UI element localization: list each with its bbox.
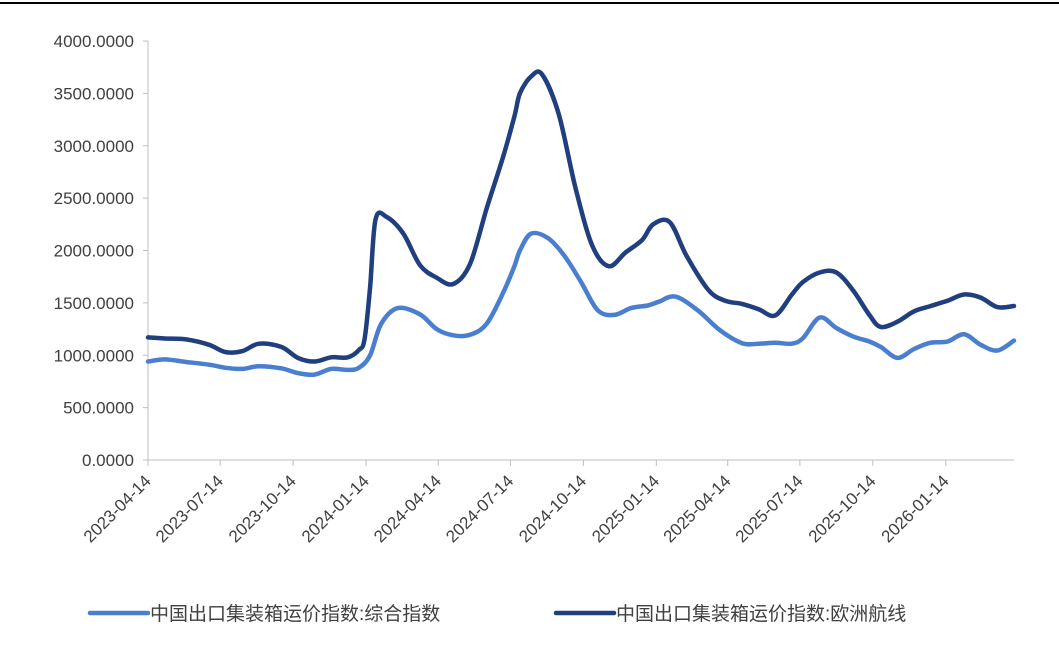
y-tick-label: 500.0000 <box>63 399 134 418</box>
y-tick-label: 4000.0000 <box>54 32 134 51</box>
x-tick-label: 2023-07-14 <box>152 471 227 546</box>
legend-label: 中国出口集装箱运价指数:综合指数 <box>150 603 440 625</box>
legend-label: 中国出口集装箱运价指数:欧洲航线 <box>616 603 906 625</box>
x-tick-label: 2023-10-14 <box>225 471 300 546</box>
x-tick-label: 2025-10-14 <box>805 471 880 546</box>
y-tick-label: 1000.0000 <box>54 346 134 365</box>
x-tick-label: 2025-01-14 <box>588 471 663 546</box>
y-tick-label: 2000.0000 <box>54 242 134 261</box>
y-tick-label: 3000.0000 <box>54 137 134 156</box>
series-layer <box>145 69 1017 378</box>
legend: 中国出口集装箱运价指数:综合指数 中国出口集装箱运价指数:欧洲航线 <box>87 603 906 625</box>
series-line-europe <box>145 69 1017 364</box>
x-tick-label: 2024-01-14 <box>298 471 373 546</box>
y-tick-label: 2500.0000 <box>54 189 134 208</box>
x-tick-label: 2024-04-14 <box>370 471 445 546</box>
series-line-composite <box>145 230 1017 378</box>
y-axis: 0.0000 500.0000 1000.0000 1500.0000 2000.000… <box>54 32 149 470</box>
y-tick-label: 0.0000 <box>82 451 134 470</box>
x-tick-label: 2026-01-14 <box>878 471 953 546</box>
y-tick-label: 1500.0000 <box>54 294 134 313</box>
x-tick-label: 2025-04-14 <box>660 471 735 546</box>
x-tick-label: 2025-07-14 <box>732 471 807 546</box>
x-tick-label: 2024-10-14 <box>515 471 590 546</box>
x-axis: 2023-04-142023-07-142023-10-142024-01-14… <box>80 459 1014 546</box>
x-tick-label: 2024-07-14 <box>442 471 517 546</box>
x-tick-label: 2023-04-14 <box>80 471 155 546</box>
y-tick-label: 3500.0000 <box>54 84 134 103</box>
